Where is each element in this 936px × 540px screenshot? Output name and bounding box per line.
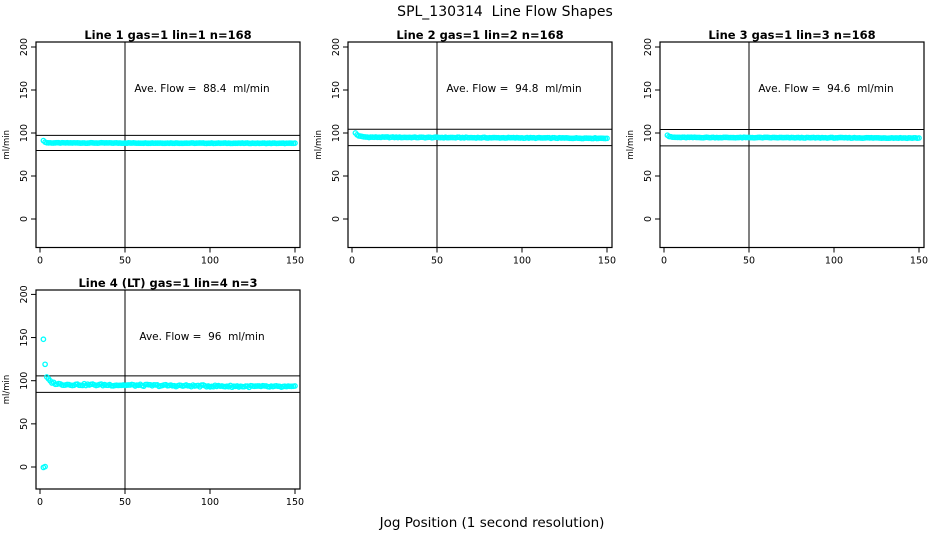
x-tick-label: 100 — [201, 497, 219, 508]
plot-box — [347, 41, 613, 249]
x-axis-label: Jog Position (1 second resolution) — [379, 515, 605, 531]
plot-box — [35, 289, 301, 490]
y-tick-label: 0 — [19, 464, 30, 470]
panel-3-plot-canvas: 0 50 100 150 0 50 100 150 200 ml/min — [626, 38, 928, 267]
plot-box — [35, 41, 301, 249]
x-tick-label: 150 — [286, 497, 304, 508]
panel-2-plot-canvas: 0 50 100 150 0 50 100 150 200 ml/min — [314, 38, 616, 267]
y-tick-label: 100 — [19, 372, 30, 390]
panel-2-ave-flow-annotation: Ave. Flow = 94.8 ml/min — [446, 83, 582, 95]
panel-3-ave-flow-annotation: Ave. Flow = 94.6 ml/min — [758, 83, 894, 95]
y-tick-label: 50 — [643, 170, 654, 182]
panel-2-title: Line 2 gas=1 lin=2 n=168 — [396, 28, 564, 42]
panel-4-ave-flow-annotation: Ave. Flow = 96 ml/min — [139, 331, 265, 343]
x-tick-label: 0 — [349, 256, 355, 267]
x-tick-label: 0 — [37, 256, 43, 267]
y-tick-label: 0 — [331, 216, 342, 222]
panel-1-ave-flow-annotation: Ave. Flow = 88.4 ml/min — [134, 83, 270, 95]
y-tick-label: 200 — [19, 285, 30, 303]
y-tick-label: 150 — [19, 81, 30, 99]
panel-line-2: 0 50 100 150 0 50 100 150 200 ml/min Line 2 gas=1… — [312, 28, 624, 278]
y-tick-label: 200 — [331, 38, 342, 56]
panel-4-title: Line 4 (LT) gas=1 lin=4 n=3 — [78, 276, 258, 290]
y-tick-label: 100 — [331, 124, 342, 142]
y-tick-label: 100 — [643, 124, 654, 142]
y-tick-label: 50 — [331, 170, 342, 182]
x-tick-label: 50 — [119, 497, 131, 508]
x-tick-label: 150 — [286, 256, 304, 267]
plot-box — [659, 41, 925, 249]
x-tick-label: 0 — [37, 497, 43, 508]
x-tick-label: 50 — [119, 256, 131, 267]
y-tick-label: 200 — [643, 38, 654, 56]
y-tick-label: 50 — [19, 418, 30, 430]
panel-1-plot-canvas: 0 50 100 150 0 50 100 150 200 ml/min — [2, 38, 304, 267]
y-tick-label: 0 — [643, 216, 654, 222]
x-tick-label: 50 — [431, 256, 443, 267]
data-points — [664, 132, 922, 142]
figure-title: SPL_130314 Line Flow Shapes — [397, 4, 613, 20]
panel-line-4: 0 50 100 150 0 50 100 150 200 ml/min Line 4 (LT) … — [0, 276, 312, 536]
y-axis-label: ml/min — [2, 130, 12, 160]
y-tick-label: 150 — [643, 81, 654, 99]
panel-1-title: Line 1 gas=1 lin=1 n=168 — [84, 28, 252, 42]
y-tick-label: 150 — [19, 328, 30, 346]
panel-line-1: 0 50 100 150 0 50 100 150 200 ml/min Line 1 gas=1… — [0, 28, 312, 278]
panel-4-plot-canvas: 0 50 100 150 0 50 100 150 200 ml/min — [2, 285, 304, 508]
data-points — [352, 130, 610, 142]
x-tick-label: 100 — [825, 256, 843, 267]
x-tick-label: 150 — [910, 256, 928, 267]
x-tick-label: 150 — [598, 256, 616, 267]
x-tick-label: 50 — [743, 256, 755, 267]
panel-line-3: 0 50 100 150 0 50 100 150 200 ml/min Line 3 gas=1… — [624, 28, 936, 278]
x-tick-label: 0 — [661, 256, 667, 267]
y-tick-label: 200 — [19, 38, 30, 56]
y-tick-label: 150 — [331, 81, 342, 99]
y-axis-label: ml/min — [314, 130, 324, 160]
y-axis-label: ml/min — [626, 130, 636, 160]
y-axis-label: ml/min — [2, 375, 12, 405]
data-points — [40, 336, 298, 471]
y-tick-label: 0 — [19, 216, 30, 222]
data-points — [40, 137, 298, 147]
y-tick-label: 50 — [19, 170, 30, 182]
panel-3-title: Line 3 gas=1 lin=3 n=168 — [708, 28, 876, 42]
x-tick-label: 100 — [513, 256, 531, 267]
y-tick-label: 100 — [19, 124, 30, 142]
x-tick-label: 100 — [201, 256, 219, 267]
